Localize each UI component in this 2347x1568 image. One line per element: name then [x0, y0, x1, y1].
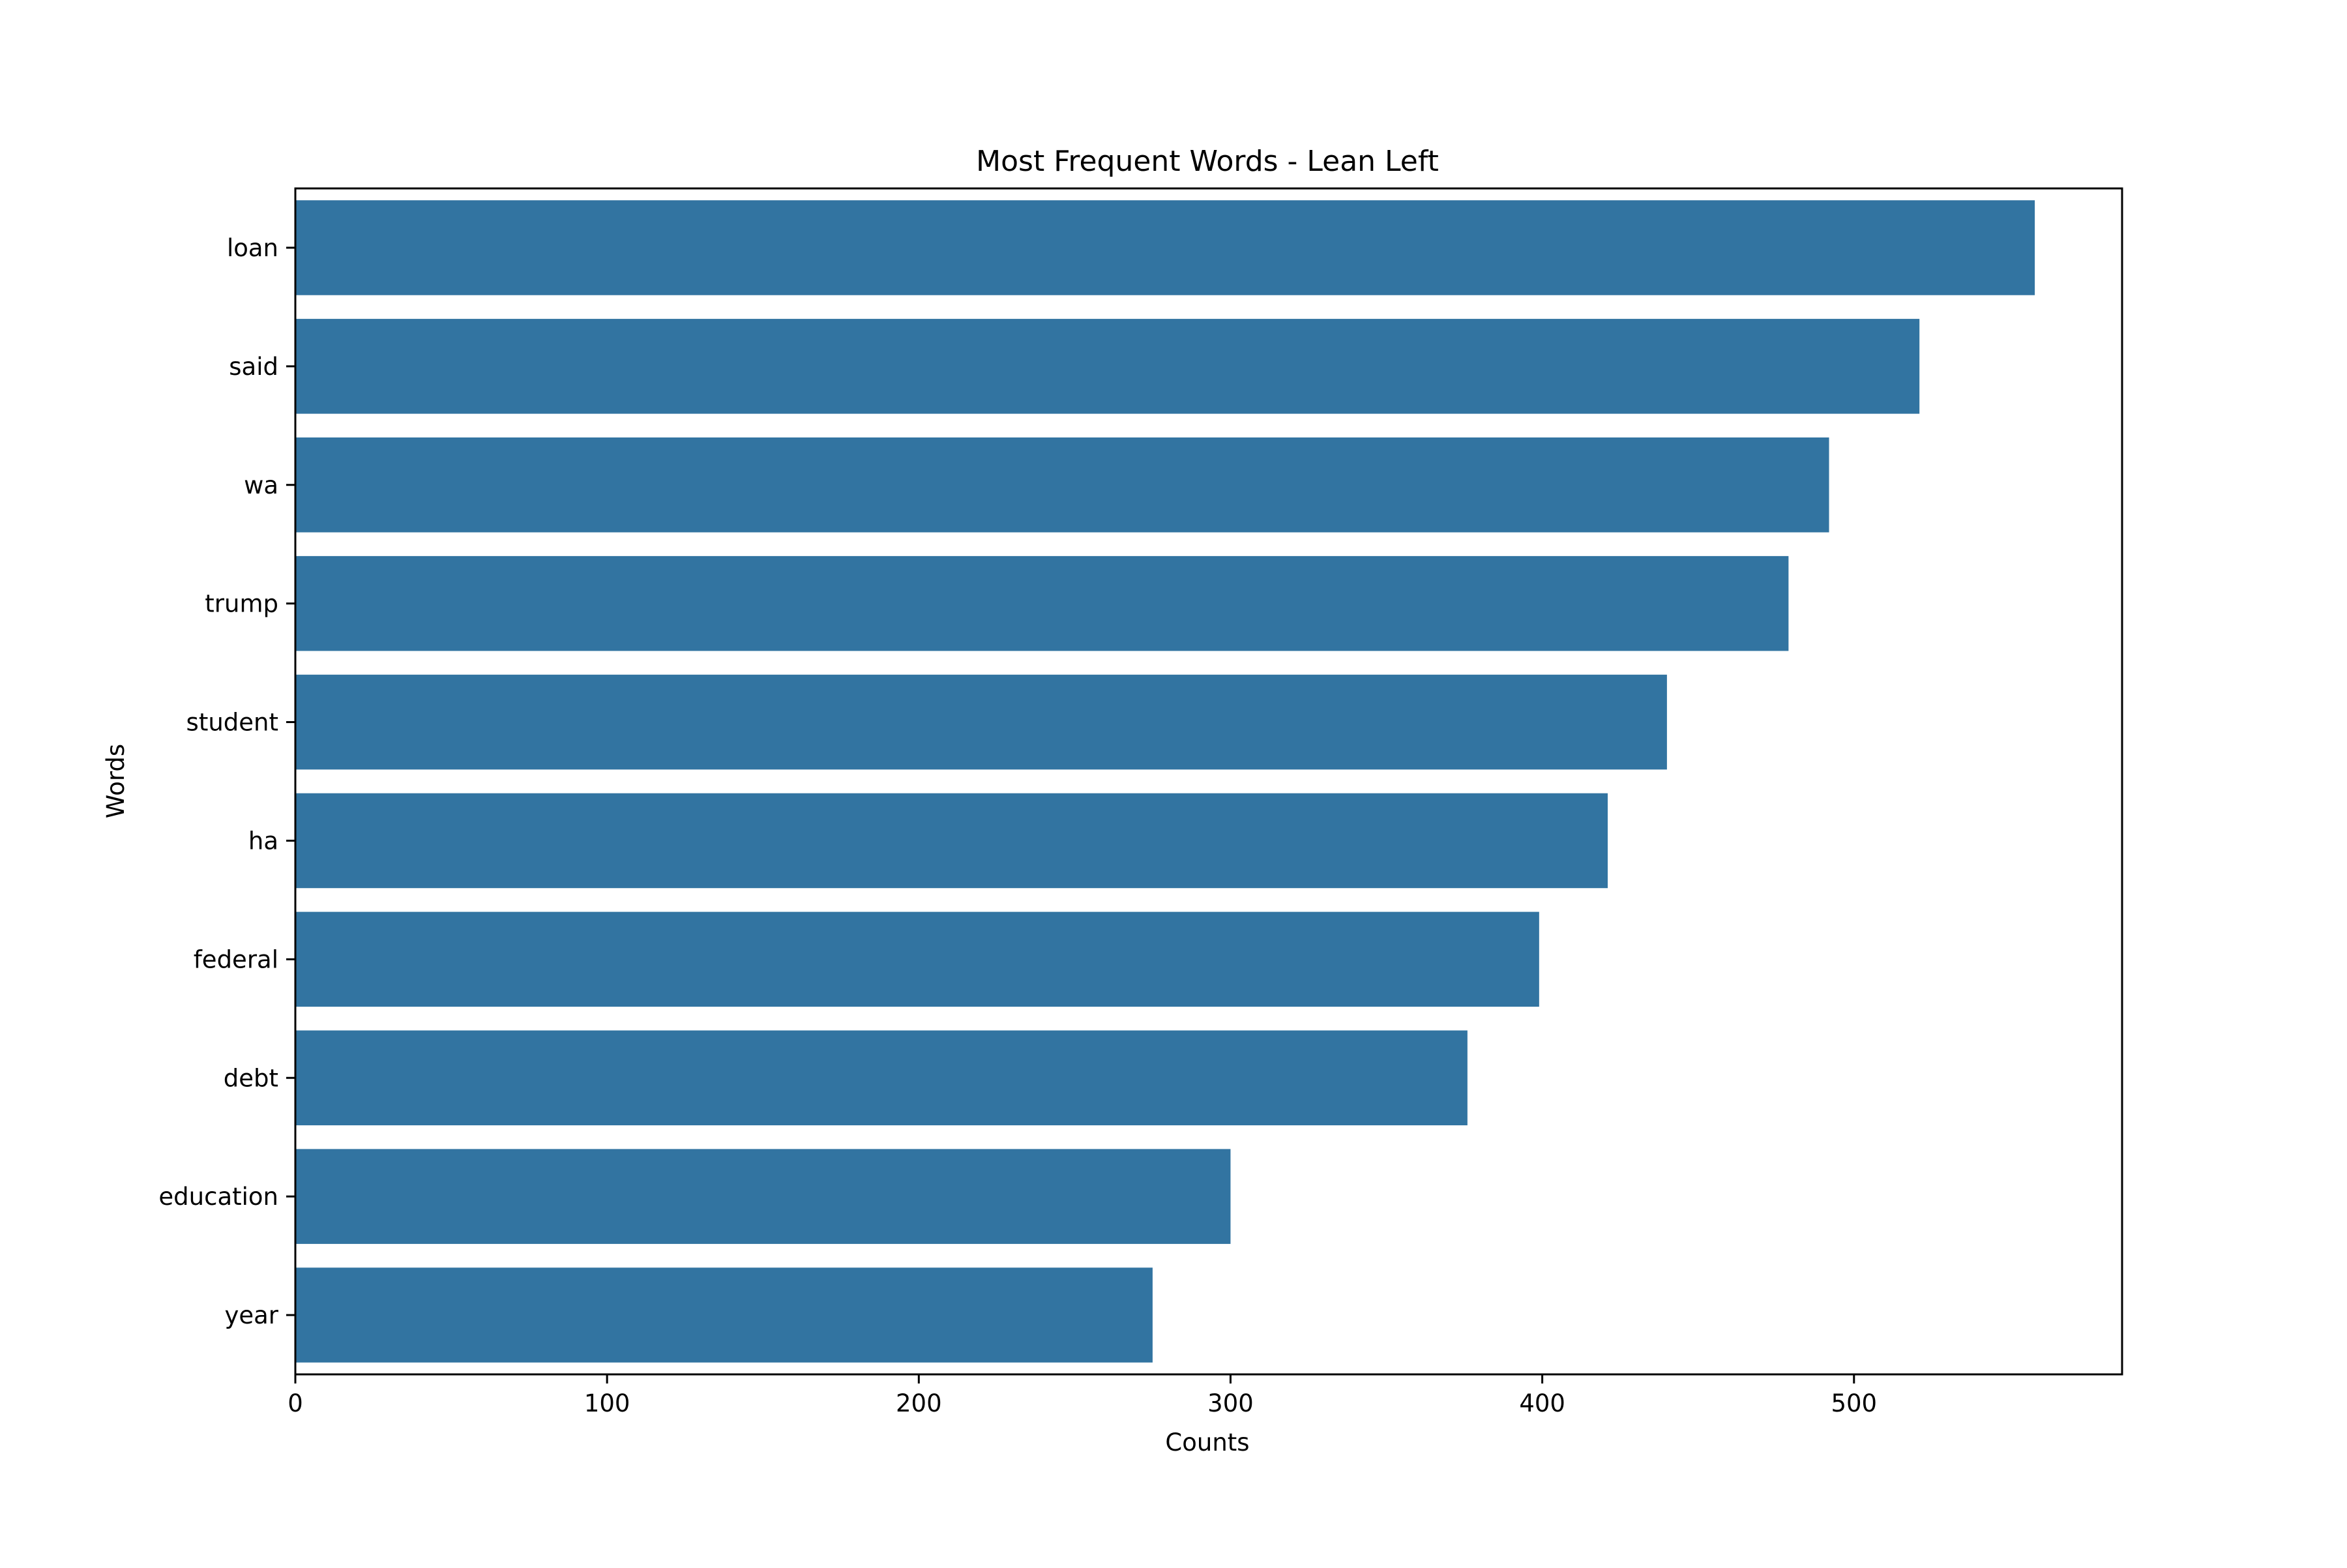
x-tick-label: 400	[1519, 1389, 1565, 1417]
y-tick-label: year	[224, 1301, 278, 1329]
bar-said	[295, 319, 1920, 414]
bars-layer	[295, 200, 2035, 1363]
bar-ha	[295, 793, 1608, 889]
chart-title: Most Frequent Words - Lean Left	[976, 145, 1439, 178]
bar-loan	[295, 200, 2035, 295]
bar-education	[295, 1149, 1231, 1244]
x-tick-label: 100	[584, 1389, 630, 1417]
y-tick-label: student	[186, 709, 278, 737]
x-tick-label: 200	[896, 1389, 942, 1417]
bar-debt	[295, 1030, 1468, 1126]
y-tick-label: loan	[227, 234, 278, 262]
y-tick-label: education	[158, 1183, 278, 1211]
y-tick-label: wa	[244, 471, 278, 499]
x-tick-label: 300	[1207, 1389, 1254, 1417]
x-tick-label: 500	[1831, 1389, 1877, 1417]
bar-wa	[295, 437, 1829, 533]
bar-year	[295, 1267, 1153, 1363]
bar-federal	[295, 911, 1539, 1007]
y-tick-label: ha	[248, 827, 278, 855]
y-tick-label: trump	[205, 590, 278, 618]
y-tick-label: debt	[224, 1064, 278, 1092]
y-tick-label: federal	[194, 945, 278, 973]
axes-layer: loan said wa trump student ha federal debt educa…	[158, 187, 2123, 1417]
bar-trump	[295, 555, 1789, 651]
x-axis-label: Counts	[1165, 1428, 1249, 1457]
y-tick-label: said	[229, 353, 278, 381]
plot-frame	[294, 187, 2123, 1376]
y-axis-label: Words	[102, 744, 130, 818]
x-tick-label: 0	[288, 1389, 303, 1417]
bar-student	[295, 674, 1667, 770]
